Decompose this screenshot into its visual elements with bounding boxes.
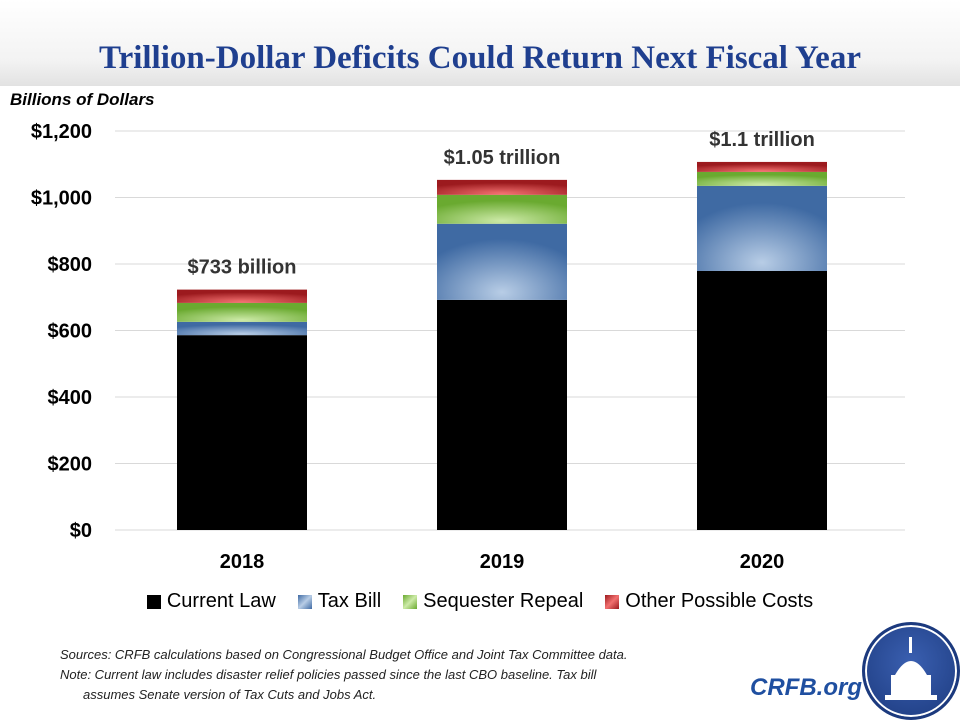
capitol-seal-logo: [862, 622, 960, 720]
bar-current-law: [177, 335, 307, 530]
chart-title: Trillion-Dollar Deficits Could Return Ne…: [99, 40, 861, 76]
brand-text: CRFB.org: [750, 674, 862, 701]
legend-swatch: [403, 594, 418, 609]
bar-tax-bill: [697, 185, 827, 271]
y-tick-label: $200: [48, 454, 93, 476]
capitol-dome-icon: [885, 637, 937, 700]
y-tick-label: $400: [48, 387, 93, 409]
y-axis-label: Billions of Dollars: [10, 90, 155, 109]
legend-swatch: [146, 594, 161, 609]
legend-label: Other Possible Costs: [625, 590, 814, 612]
bar-tax-bill: [177, 321, 307, 336]
x-tick-label: 2018: [220, 551, 265, 573]
legend-label: Current Law: [166, 590, 276, 612]
total-label: $1.05 trillion: [444, 147, 561, 169]
bar-other-possible-costs: [697, 161, 827, 172]
title-bar: [0, 0, 960, 86]
y-tick-label: $1,000: [31, 188, 92, 210]
y-tick-label: $600: [48, 321, 93, 343]
bar-current-law: [697, 270, 827, 530]
bar-sequester-repeal: [437, 194, 567, 224]
bar-sequester-repeal: [697, 171, 827, 186]
total-label: $733 billion: [188, 257, 297, 279]
x-tick-label: 2019: [480, 551, 525, 573]
notes: Sources: CRFB calculations based on Cong…: [60, 645, 628, 705]
legend-item: Sequester Repeal: [403, 590, 583, 613]
legend-item: Current Law: [146, 590, 276, 613]
total-label: $1.1 trillion: [709, 129, 815, 151]
note-line: assumes Senate version of Tax Cuts and J…: [83, 687, 377, 702]
legend-label: Sequester Repeal: [423, 590, 584, 612]
x-tick-label: 2020: [740, 551, 785, 573]
note-line: Note: Current law includes disaster reli…: [60, 667, 597, 682]
sources-note: Sources: CRFB calculations based on Cong…: [60, 647, 628, 662]
legend: Current Law Tax Bill Sequester Repeal Other…: [0, 590, 960, 613]
legend-label: Tax Bill: [317, 590, 382, 612]
legend-swatch: [605, 594, 620, 609]
bar-sequester-repeal: [177, 302, 307, 322]
y-tick-label: $800: [48, 254, 93, 276]
legend-item: Tax Bill: [297, 590, 382, 613]
y-tick-label: $1,200: [31, 121, 92, 143]
chart-plot: $0 $200 $400 $600 $800 $1,000 $1,200 $733 billi…: [31, 121, 905, 573]
legend-item: Other Possible Costs: [605, 590, 813, 613]
bar-other-possible-costs: [437, 179, 567, 195]
bar-other-possible-costs: [177, 289, 307, 303]
legend-swatch: [297, 594, 312, 609]
bar-tax-bill: [437, 223, 567, 300]
bar-current-law: [437, 299, 567, 530]
y-tick-label: $0: [70, 520, 92, 542]
